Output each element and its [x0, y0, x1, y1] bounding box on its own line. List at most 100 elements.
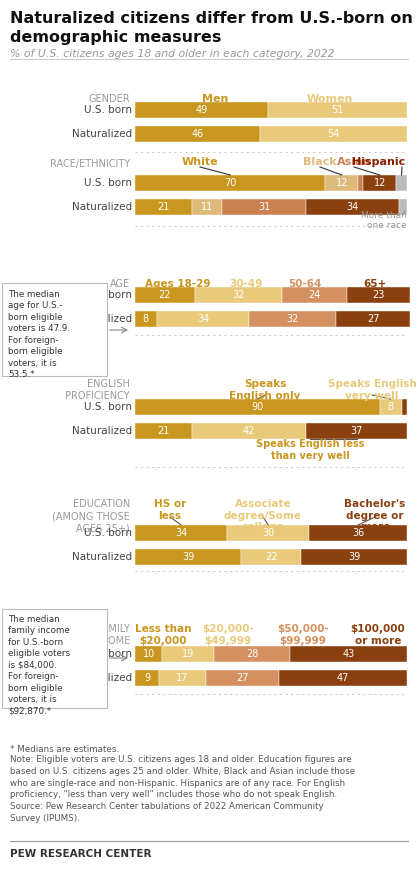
Text: PEW RESEARCH CENTER: PEW RESEARCH CENTER — [10, 849, 152, 859]
Bar — [135, 549, 241, 565]
Text: Note: Eligible voters are U.S. citizens ages 18 and older. Education figures are: Note: Eligible voters are U.S. citizens … — [10, 755, 355, 823]
Bar — [399, 199, 407, 215]
Bar — [160, 670, 206, 686]
Bar — [135, 399, 380, 415]
Bar — [135, 525, 228, 541]
Text: 65+: 65+ — [363, 279, 387, 289]
Text: Naturalized: Naturalized — [72, 202, 132, 212]
Text: * Medians are estimates.: * Medians are estimates. — [10, 745, 119, 754]
Text: Black: Black — [303, 157, 337, 167]
Bar — [195, 287, 282, 303]
Text: U.S. born: U.S. born — [84, 528, 132, 538]
Text: FAMILY
INCOME: FAMILY INCOME — [91, 624, 130, 646]
Text: Speaks
English only: Speaks English only — [229, 379, 301, 401]
Text: 23: 23 — [372, 290, 385, 300]
Bar — [135, 423, 192, 439]
Text: 28: 28 — [246, 649, 258, 659]
Text: 30: 30 — [262, 528, 274, 538]
Bar — [358, 175, 363, 191]
Bar — [228, 525, 309, 541]
Bar — [380, 399, 402, 415]
Text: EDUCATION
(AMONG THOSE
AGES 25+): EDUCATION (AMONG THOSE AGES 25+) — [52, 499, 130, 534]
Text: 49: 49 — [196, 105, 208, 115]
Text: 46: 46 — [192, 129, 204, 139]
Bar — [135, 126, 260, 142]
Text: HS or
less: HS or less — [154, 499, 186, 521]
Text: Naturalized: Naturalized — [72, 314, 132, 324]
Text: White: White — [182, 157, 218, 167]
Text: Naturalized: Naturalized — [72, 552, 132, 562]
Bar — [306, 423, 407, 439]
Text: U.S. born: U.S. born — [84, 290, 132, 300]
Text: Naturalized citizens differ from U.S.-born on
demographic measures: Naturalized citizens differ from U.S.-bo… — [10, 11, 413, 44]
Bar — [309, 525, 407, 541]
Bar — [402, 399, 407, 415]
Text: 27: 27 — [236, 673, 249, 683]
Text: 39: 39 — [182, 552, 194, 562]
Text: Naturalized: Naturalized — [72, 426, 132, 436]
Bar — [206, 670, 279, 686]
Text: ENGLISH
PROFICIENCY: ENGLISH PROFICIENCY — [66, 379, 130, 402]
Text: U.S. born: U.S. born — [84, 649, 132, 659]
Text: Asian: Asian — [337, 157, 371, 167]
Bar — [279, 670, 407, 686]
Text: 51: 51 — [331, 105, 344, 115]
Bar — [135, 311, 157, 327]
Text: 42: 42 — [243, 426, 255, 436]
Text: 50-64: 50-64 — [288, 279, 322, 289]
Text: 32: 32 — [286, 314, 299, 324]
Text: Hispanic: Hispanic — [352, 157, 405, 167]
Text: Women: Women — [307, 94, 353, 104]
Text: Naturalized: Naturalized — [72, 673, 132, 683]
Text: 34: 34 — [346, 202, 359, 212]
Bar — [222, 199, 306, 215]
Text: Less than
$20,000: Less than $20,000 — [135, 624, 191, 645]
Bar — [192, 199, 222, 215]
Bar — [268, 102, 407, 118]
Text: Naturalized: Naturalized — [72, 129, 132, 139]
Bar — [249, 311, 336, 327]
Bar — [306, 199, 399, 215]
Bar — [162, 646, 214, 662]
Bar — [135, 287, 195, 303]
Text: $100,000
or more: $100,000 or more — [351, 624, 405, 645]
Text: 31: 31 — [258, 202, 270, 212]
Text: 12: 12 — [374, 178, 386, 188]
Text: AGE: AGE — [110, 279, 130, 289]
Bar — [326, 175, 358, 191]
Bar — [192, 423, 306, 439]
Text: $50,000-
$99,999: $50,000- $99,999 — [277, 624, 329, 645]
Bar — [135, 175, 326, 191]
Text: 12: 12 — [336, 178, 348, 188]
Text: 10: 10 — [142, 649, 155, 659]
Text: 22: 22 — [159, 290, 171, 300]
Bar — [396, 175, 407, 191]
Text: 90: 90 — [251, 402, 263, 412]
Text: 8: 8 — [388, 402, 394, 412]
Text: 17: 17 — [176, 673, 189, 683]
Text: U.S. born: U.S. born — [84, 105, 132, 115]
Text: 19: 19 — [182, 649, 194, 659]
Bar — [241, 549, 301, 565]
Bar — [347, 287, 410, 303]
Bar — [135, 670, 160, 686]
Bar — [135, 102, 268, 118]
Text: 21: 21 — [158, 426, 170, 436]
Text: Bachelor's
degree or
more: Bachelor's degree or more — [344, 499, 406, 532]
Text: 54: 54 — [327, 129, 340, 139]
Text: $20,000-
$49,999: $20,000- $49,999 — [202, 624, 254, 645]
Text: 36: 36 — [352, 528, 364, 538]
Text: 22: 22 — [265, 552, 277, 562]
Text: Ages 18-29: Ages 18-29 — [145, 279, 211, 289]
Bar — [135, 199, 192, 215]
Text: More than
one race: More than one race — [361, 211, 407, 231]
Text: % of U.S. citizens ages 18 and older in each category, 2022: % of U.S. citizens ages 18 and older in … — [10, 49, 334, 59]
Text: Men: Men — [202, 94, 228, 104]
Text: U.S. born: U.S. born — [84, 178, 132, 188]
Bar — [260, 126, 407, 142]
Bar — [135, 646, 162, 662]
Text: 43: 43 — [342, 649, 354, 659]
Bar — [336, 311, 410, 327]
Text: Associate
degree/Some
college: Associate degree/Some college — [224, 499, 302, 532]
Text: 27: 27 — [367, 314, 379, 324]
